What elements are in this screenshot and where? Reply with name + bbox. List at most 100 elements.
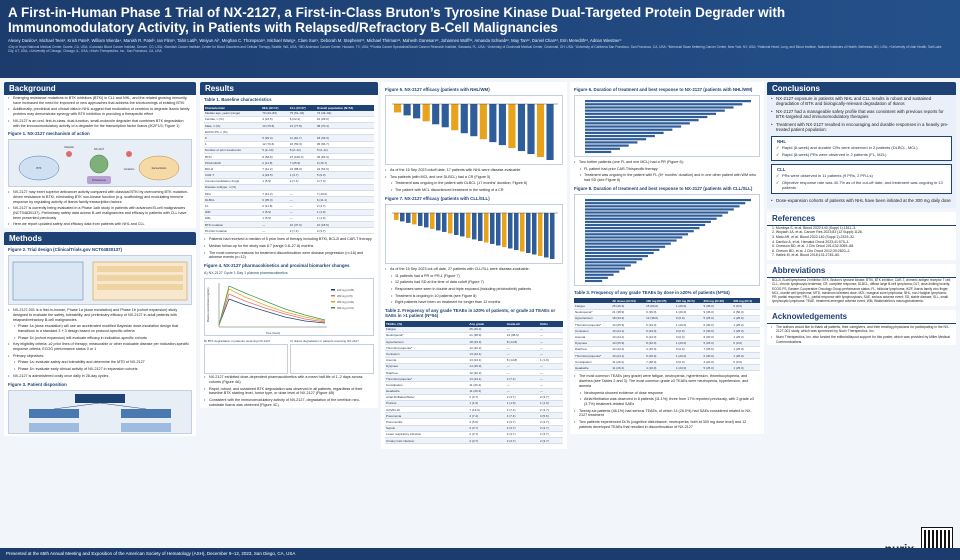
- table-cell: 2 (3.7): [468, 425, 506, 432]
- table-cell: 2 (50.0): [732, 309, 760, 316]
- methods-bullet: Phase 1b (cohort expansion) will evaluat…: [4, 335, 196, 342]
- waterfall-bar: [479, 104, 487, 140]
- table-row: Thrombocytopenia* 14 (25.9) 6 (24.0) 1 (20.…: [574, 321, 760, 329]
- results-bullet: Rapid, robust, and sustained BTK degrada…: [200, 386, 378, 397]
- table-cell: 2 (3.7): [539, 431, 563, 439]
- table-cell: Atrial fibrillation/flutter: [385, 394, 469, 401]
- table-cell: BTK mutation: [204, 221, 262, 229]
- table-row: Anemia 13 (24.1) 6 (24.0) 0 (0.0) 6 (30.0) 1 …: [574, 333, 760, 341]
- swimmer-nhl-svg: [585, 100, 751, 154]
- table-row: Atrial fibrillation/flutter 2 (3.7) 2 (3.7…: [385, 394, 563, 401]
- waterfall-bar: [430, 212, 435, 229]
- table-cell: 6 (11.1): [315, 196, 374, 204]
- background-bullet: NX-2127 may exert superior anticancer ac…: [4, 189, 196, 205]
- waterfall-bar: [498, 104, 506, 146]
- table-cell: 1 (25.0): [732, 333, 760, 341]
- results-bullet: The most common reasons for treatment di…: [200, 250, 378, 261]
- table-cell: 7 (28.0): [645, 358, 675, 366]
- table-cell: 5 (2–10): [261, 147, 289, 154]
- legend-swatch: [331, 307, 335, 309]
- table-row: Urinary tract infection 2 (3.7) 2 (3.7) 2 (…: [385, 437, 563, 445]
- waterfall-bar: [502, 212, 507, 247]
- figure-4a-title: A) NX-2127 Cycle 1 Day 1 plasma pharmaco…: [204, 271, 288, 276]
- table-cell: 1 (25.0): [732, 364, 760, 372]
- mechanism-label: Ikaros/Aiolos: [152, 166, 168, 170]
- table-header-cell: 200 mg (N=5): [674, 297, 703, 304]
- table-cell: —: [505, 344, 540, 352]
- mechanism-label: NX-2127: [94, 147, 105, 151]
- cohort-bar: [97, 275, 183, 282]
- table-cell: 6 (30.0): [702, 333, 733, 341]
- table-row: BCL2i 7 (41.2) 24 (88.9) 34 (63.0): [204, 165, 374, 173]
- pk-x-label: Time (hours): [266, 331, 281, 335]
- waterfall-bar: [508, 212, 513, 249]
- pk-chart-svg: Time (hours) Plasma concentration (ng/mL…: [206, 283, 354, 335]
- swimmer-bar: [585, 106, 734, 109]
- table-cell: 45 (83.3): [315, 153, 374, 161]
- nhl-conclusion-box: NHL Rapid (8-week) and durable CRs were …: [771, 136, 952, 162]
- table-cell: 8 (14.8): [505, 338, 540, 346]
- table-cell: —: [539, 350, 563, 358]
- swimmer-cll-chart: [574, 193, 760, 286]
- duration-bullet: Two further patients (one FL and one MCL…: [570, 159, 764, 166]
- swimmer-bar: [585, 128, 673, 131]
- table-cell: 2 (3.7): [468, 437, 506, 445]
- btk-degradation-chart: [204, 344, 288, 375]
- table-row: WM 1 (5.9) —1 (1.9): [204, 209, 374, 216]
- duration-bullet: Treatment was ongoing in the patient wit…: [570, 172, 764, 183]
- ubiquitin-dot: [126, 151, 132, 158]
- background-bullet: NX-2127 is currently being evaluated in …: [4, 205, 196, 221]
- table-header-cell: 300 mg (N=20): [702, 297, 733, 304]
- table-row: MZL 1 (5.9) —1 (1.9): [204, 215, 374, 222]
- qr-code[interactable]: [921, 527, 953, 559]
- affiliation-list: ¹City of Hope National Medical Center, D…: [8, 45, 942, 53]
- column-conclusions: Conclusions NX-2127 exposure in patients…: [767, 82, 956, 542]
- swimmer-bar: [585, 239, 677, 242]
- table-cell: COVID-19: [385, 406, 469, 414]
- table-cell: 6 (30.0): [702, 327, 733, 335]
- figure-4c-title: C) Ikaros degradation in patients receiv…: [290, 339, 359, 344]
- background-bullet: Here we report updated safety and effica…: [4, 221, 196, 228]
- table-cell: 7 (25.9): [288, 159, 316, 167]
- table-header-cell: 300 mg (N=4): [732, 297, 760, 304]
- table-cell: 4 (16.0): [645, 364, 675, 372]
- table-cell: —: [288, 196, 316, 204]
- table-header-cell: [574, 297, 612, 304]
- waterfall-bar: [422, 104, 430, 122]
- disposition-box: [121, 422, 171, 432]
- table-cell: 1 (25.0): [732, 327, 760, 335]
- table-cell: 9 (45.0): [702, 309, 733, 316]
- swimmer-bar: [585, 267, 626, 270]
- table-header-row: Characteristic NHL (N=17) CLL (N=27) Overal…: [204, 105, 374, 111]
- waterfall-bar: [436, 212, 441, 231]
- table-cell: [261, 184, 289, 192]
- table-cell: 2 (3.7): [505, 431, 540, 439]
- swimmer-nhl-chart: [574, 95, 760, 157]
- waterfall-bar: [400, 212, 405, 222]
- table-cell: 5 (20.0): [645, 352, 675, 360]
- duration-section: Figure 6. Duration of treatment and best…: [570, 82, 764, 434]
- table-cell: MZL: [204, 215, 262, 222]
- table-cell: Thrombocytopenia*: [385, 344, 469, 352]
- column-results-2: Figure 5. NX-2127 efficacy (patients wit…: [381, 82, 567, 542]
- table-cell: DLBCL: [204, 196, 262, 204]
- column-results-3: Figure 6. Duration of treatment and best…: [570, 82, 764, 542]
- table-cell: —: [539, 326, 563, 333]
- table-cell: 0 (0.0): [732, 303, 760, 310]
- table-cell: Median age, years (range): [204, 110, 262, 117]
- table-cell: PLCG2 mutation: [204, 227, 262, 235]
- table-cell: Thrombocytopenia*: [385, 375, 469, 383]
- table-cell: 21 (77.8): [288, 122, 316, 130]
- table-row: Thrombocytopenia* 12 (22.2) — —: [385, 344, 563, 352]
- table-row: Sepsis 2 (3.7) 2 (3.7) 2 (3.7): [385, 425, 563, 432]
- swimmer-bar: [585, 236, 683, 239]
- nhl-bullet: Treatment was ongoing in the patient wit…: [381, 180, 567, 187]
- methods-bullet: NX-2127-001 is a first-in-human, Phase 1…: [4, 307, 196, 323]
- table-cell: Dyspnea: [385, 363, 469, 370]
- table-cell: 12 (22.2): [468, 344, 506, 352]
- background-heading: Background: [4, 82, 196, 95]
- swimmer-bar: [585, 264, 631, 267]
- swimmer-bar: [585, 270, 620, 273]
- swimmer-cll-svg: [585, 198, 751, 282]
- table-row: 1 12 (70.6) 16 (59.3) 36 (66.7): [204, 141, 374, 148]
